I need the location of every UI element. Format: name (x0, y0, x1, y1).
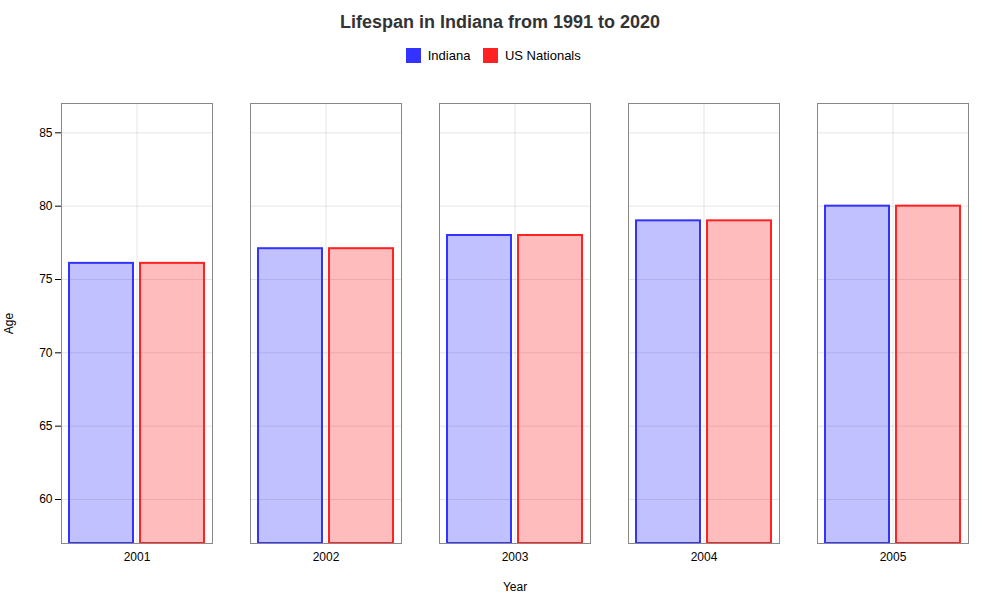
svg-text:85: 85 (39, 125, 53, 139)
html-text:Lifespan in Indiana from 1991: Lifespan in Indiana from 1991 to 2020 (339, 12, 660, 32)
svg-text:75: 75 (39, 272, 53, 286)
svg-text:2005: 2005 (880, 550, 907, 564)
svg-text:Year: Year (503, 579, 527, 593)
svg-text:80: 80 (39, 199, 53, 213)
svg-text:2004: 2004 (691, 550, 718, 564)
html-text:US Nationals: US Nationals (504, 48, 581, 63)
svg-text:2002: 2002 (313, 550, 340, 564)
svg-text:2003: 2003 (502, 550, 529, 564)
svg-text:2001: 2001 (124, 550, 151, 564)
svg-text:Age: Age (2, 312, 16, 334)
svg-text:65: 65 (39, 419, 53, 433)
html-text:Indiana: Indiana (427, 48, 471, 63)
svg-text:60: 60 (39, 492, 53, 506)
svg-text:70: 70 (39, 345, 53, 359)
